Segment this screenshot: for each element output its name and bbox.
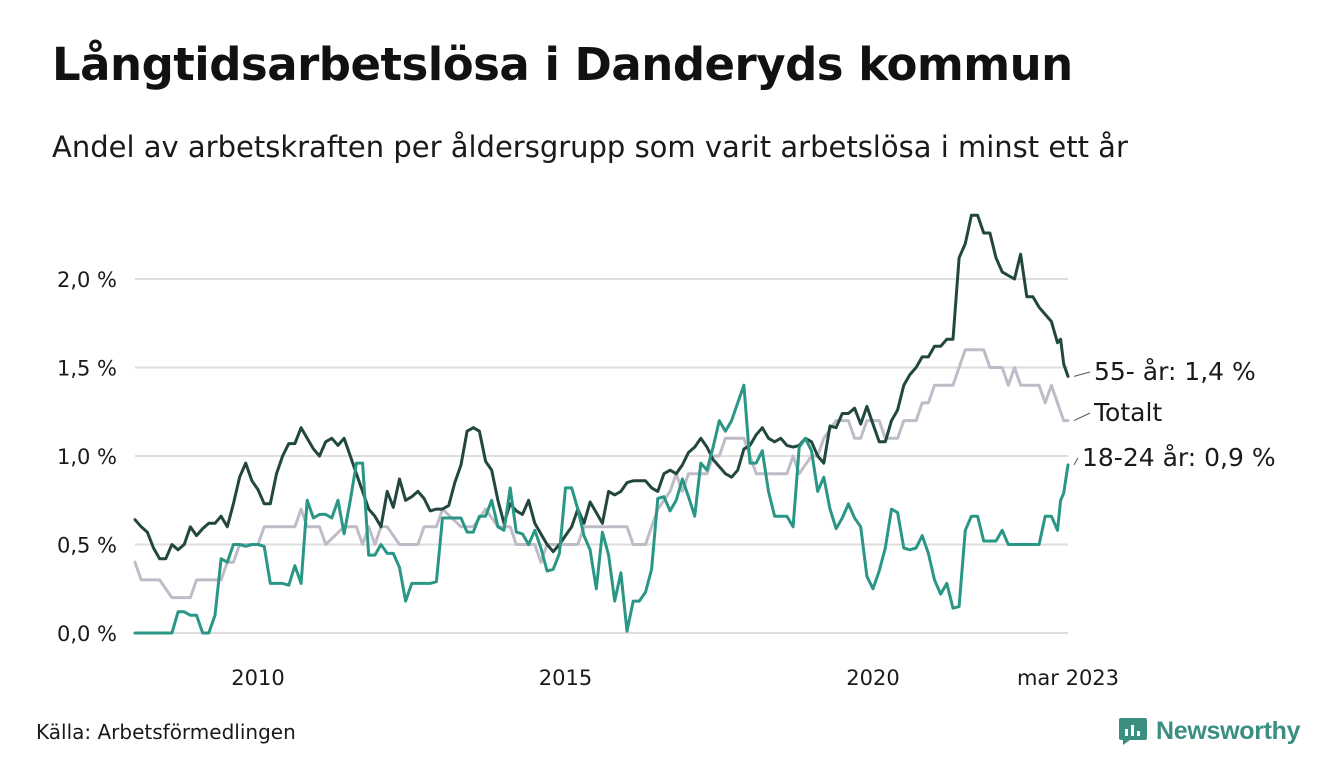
brand-name: Newsworthy xyxy=(1156,716,1301,745)
series-end-label: 18-24 år: 0,9 % xyxy=(1082,443,1276,472)
y-tick-label: 0,5 % xyxy=(57,534,117,558)
y-axis-tick-labels: 0,0 % 0,5 % 1,0 % 1,5 % 2,0 % xyxy=(57,268,117,646)
x-axis-tick-labels: 2010 2015 2020 mar 2023 xyxy=(231,666,1119,690)
x-tick-label: 2010 xyxy=(231,666,284,690)
y-tick-label: 1,0 % xyxy=(57,445,117,469)
newsworthy-logo-icon xyxy=(1119,718,1147,745)
end-label-connector xyxy=(1073,457,1079,466)
series-line xyxy=(133,383,1070,635)
y-tick-label: 0,0 % xyxy=(57,622,117,646)
series-line xyxy=(133,348,1070,600)
x-tick-label: mar 2023 xyxy=(1017,666,1119,690)
series-lines xyxy=(133,213,1070,635)
x-tick-label: 2015 xyxy=(539,666,592,690)
y-gridlines xyxy=(135,278,1068,634)
series-line xyxy=(133,213,1070,561)
source-note: Källa: Arbetsförmedlingen xyxy=(36,720,296,744)
y-tick-label: 1,5 % xyxy=(57,357,117,381)
x-tick-label: 2020 xyxy=(846,666,899,690)
series-end-labels: Totalt 55- år: 1,4 % 18-24 år: 0,9 % xyxy=(1073,357,1276,472)
chart-title: Långtidsarbetslösa i Danderyds kommun xyxy=(52,38,1073,91)
chart-subtitle: Andel av arbetskraften per åldersgrupp s… xyxy=(52,130,1128,164)
series-end-label: 55- år: 1,4 % xyxy=(1094,357,1256,386)
end-label-connector xyxy=(1073,412,1091,422)
end-label-connector xyxy=(1073,371,1091,377)
series-end-label: Totalt xyxy=(1093,398,1162,427)
y-tick-label: 2,0 % xyxy=(57,268,117,292)
brand-logo: Newsworthy xyxy=(1118,714,1301,748)
